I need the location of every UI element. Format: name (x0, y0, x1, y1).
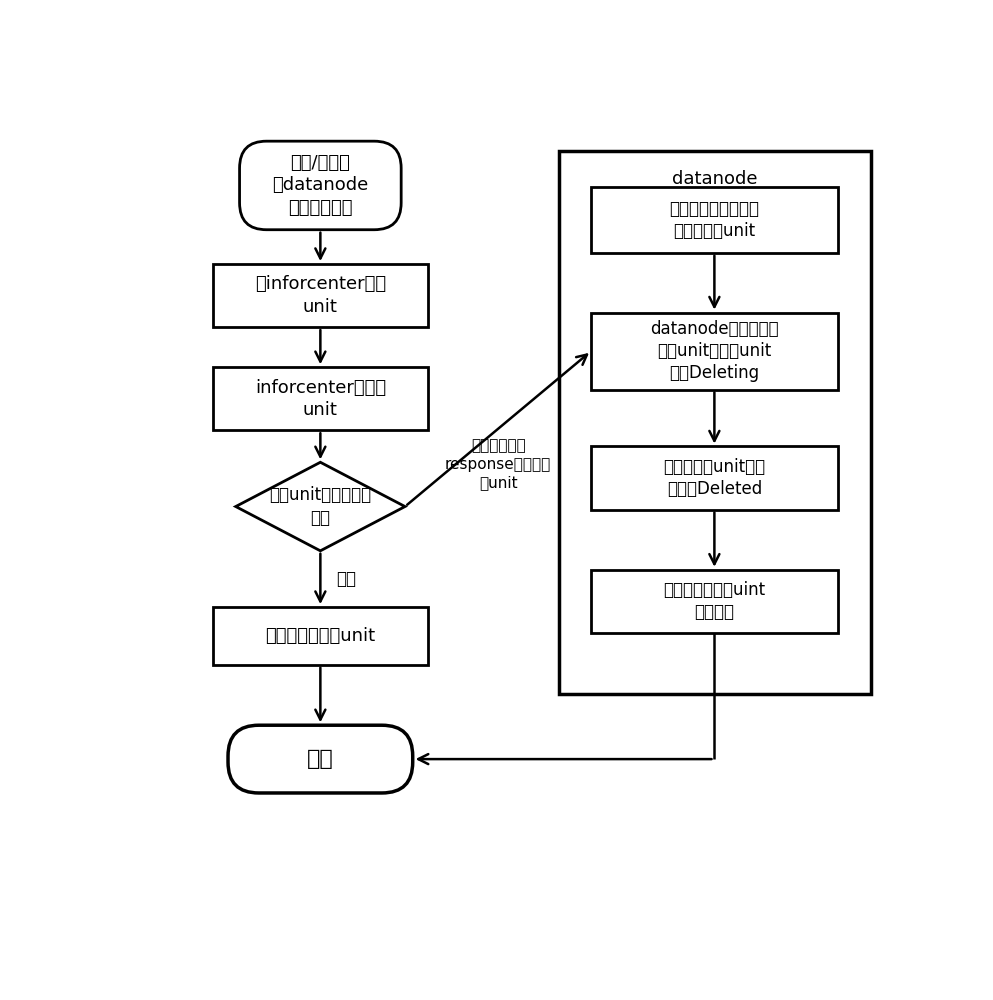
Bar (591, 313, 837, 390)
Text: 向inforcenter上报
unit: 向inforcenter上报 unit (255, 275, 386, 316)
Bar (213, 264, 428, 327)
Text: 丢失/网络异
常datanode
节点状态变好: 丢失/网络异 常datanode 节点状态变好 (272, 154, 368, 217)
Text: 已删除卷的残留uint
全部删除: 已删除卷的残留uint 全部删除 (663, 581, 766, 621)
Bar (213, 367, 428, 430)
Bar (591, 446, 837, 510)
Bar (591, 570, 837, 633)
Text: datanode开始删除标
记的unit，设置unit
状态Deleting: datanode开始删除标 记的unit，设置unit 状态Deleting (650, 320, 779, 382)
Text: 有，在上报的
response中返回删
除unit: 有，在上报的 response中返回删 除unit (445, 438, 551, 490)
Bar (591, 187, 837, 253)
Text: inforcenter接收到
unit: inforcenter接收到 unit (255, 379, 386, 419)
Text: 在上报的返回值中标
记要删除的unit: 在上报的返回值中标 记要删除的unit (669, 200, 760, 240)
FancyBboxPatch shape (228, 725, 413, 793)
Text: 正常处理上报的unit: 正常处理上报的unit (265, 627, 375, 645)
Polygon shape (235, 462, 405, 551)
Text: datanode: datanode (672, 170, 758, 188)
Bar (213, 607, 428, 665)
Text: 对应unit的卷是否被
删除: 对应unit的卷是否被 删除 (269, 486, 371, 527)
FancyBboxPatch shape (239, 141, 401, 230)
Text: 没有: 没有 (336, 570, 355, 588)
Text: 删除完成的unit状态
标记成Deleted: 删除完成的unit状态 标记成Deleted (663, 458, 766, 498)
Bar (559, 151, 871, 694)
Text: 结束: 结束 (307, 749, 334, 769)
